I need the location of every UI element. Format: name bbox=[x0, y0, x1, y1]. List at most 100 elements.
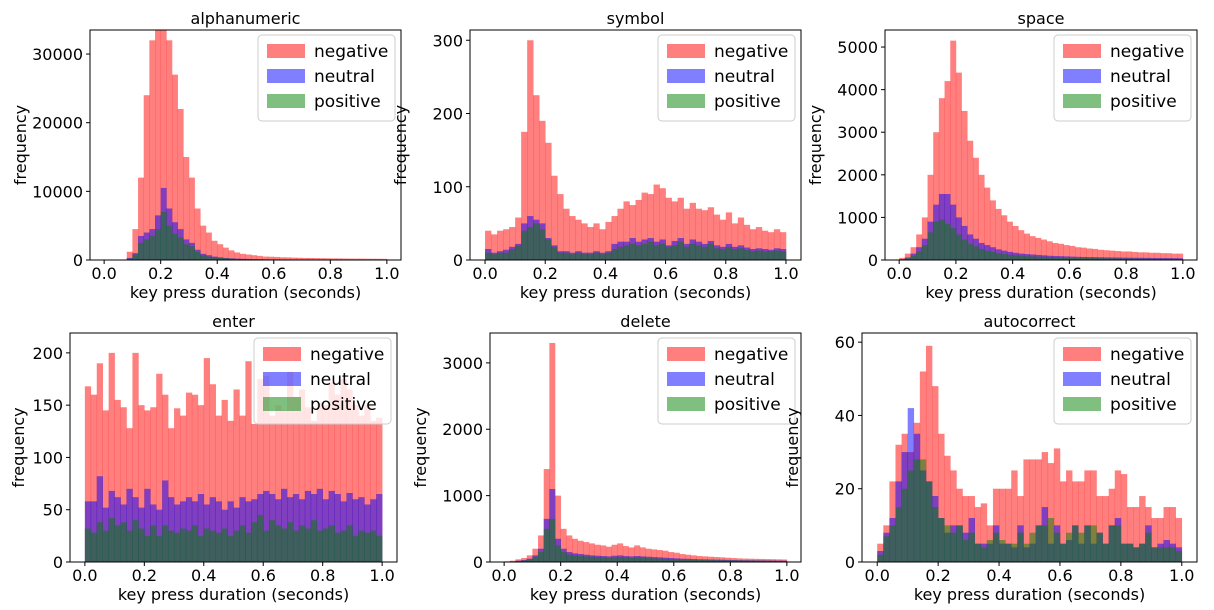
bar-positive bbox=[1157, 547, 1163, 562]
bar-positive bbox=[572, 555, 578, 562]
legend-swatch-positive bbox=[1063, 94, 1101, 108]
bar-positive bbox=[999, 540, 1005, 562]
x-tick-label: 0.2 bbox=[943, 264, 968, 283]
bar-positive bbox=[281, 529, 287, 562]
bar-positive bbox=[1072, 525, 1078, 562]
y-tick-label: 20 bbox=[835, 480, 855, 499]
y-tick-label: 0 bbox=[53, 553, 63, 572]
bar-positive bbox=[780, 251, 786, 260]
bar-positive bbox=[557, 253, 563, 260]
bar-positive bbox=[928, 232, 934, 260]
legend-swatch-positive bbox=[267, 94, 305, 108]
bar-negative bbox=[557, 194, 563, 260]
x-tick-label: 1.0 bbox=[369, 566, 394, 585]
y-tick-label: 2000 bbox=[442, 420, 483, 439]
x-axis-label: key press duration (seconds) bbox=[130, 283, 361, 302]
bar-positive bbox=[138, 529, 144, 562]
x-tick-label: 0.4 bbox=[1000, 264, 1025, 283]
bar-positive bbox=[914, 459, 920, 562]
y-axis-label: frequency bbox=[391, 105, 410, 185]
legend-label-neutral: neutral bbox=[314, 67, 375, 87]
legend-swatch-negative bbox=[1063, 44, 1101, 58]
bar-positive bbox=[545, 239, 551, 260]
bar-positive bbox=[97, 522, 103, 562]
bar-positive bbox=[174, 533, 180, 562]
bar-positive bbox=[702, 247, 708, 260]
subplot-title: autocorrect bbox=[983, 312, 1075, 331]
x-axis-label: key press duration (seconds) bbox=[530, 585, 761, 604]
bar-positive bbox=[738, 248, 744, 260]
legend-swatch-negative bbox=[667, 44, 705, 58]
bar-positive bbox=[335, 533, 341, 562]
legend-label-neutral: neutral bbox=[310, 370, 371, 390]
x-tick-label: 0.0 bbox=[72, 566, 97, 585]
bar-positive bbox=[1133, 547, 1139, 562]
bar-positive bbox=[85, 529, 91, 562]
x-axis-label: key press duration (seconds) bbox=[925, 283, 1156, 302]
bar-positive bbox=[654, 245, 660, 260]
y-tick-label: 20000 bbox=[32, 114, 83, 133]
bar-positive bbox=[1151, 547, 1157, 562]
legend-label-negative: negative bbox=[314, 42, 388, 62]
legend-label-positive: positive bbox=[1110, 395, 1177, 415]
x-tick-label: 0.2 bbox=[925, 566, 950, 585]
bar-positive bbox=[877, 555, 883, 562]
y-tick-label: 3000 bbox=[837, 123, 878, 142]
y-tick-label: 0 bbox=[453, 251, 463, 270]
y-tick-label: 4000 bbox=[837, 81, 878, 100]
bar-positive bbox=[1011, 544, 1017, 562]
bar-positive bbox=[578, 556, 584, 562]
subplot-title: symbol bbox=[607, 9, 665, 28]
legend-label-neutral: neutral bbox=[714, 67, 775, 87]
bar-positive bbox=[515, 245, 521, 260]
bar-positive bbox=[317, 531, 323, 562]
bar-positive bbox=[969, 533, 975, 562]
y-tick-label: 10000 bbox=[32, 182, 83, 201]
bar-positive bbox=[696, 245, 702, 260]
legend-swatch-neutral bbox=[263, 372, 301, 386]
bar-positive bbox=[956, 525, 962, 562]
y-tick-label: 30000 bbox=[32, 45, 83, 64]
bar-positive bbox=[595, 557, 601, 562]
bar-positive bbox=[939, 220, 945, 260]
bar-positive bbox=[611, 249, 617, 260]
x-tick-label: 0.0 bbox=[91, 264, 116, 283]
y-tick-label: 0 bbox=[73, 251, 83, 270]
x-axis-label: key press duration (seconds) bbox=[520, 283, 751, 302]
bar-positive bbox=[204, 529, 210, 562]
legend-label-positive: positive bbox=[310, 395, 377, 415]
bar-positive bbox=[561, 552, 567, 562]
bar-positive bbox=[623, 245, 629, 260]
y-tick-label: 100 bbox=[32, 448, 63, 467]
bar-positive bbox=[617, 557, 623, 562]
bar-positive bbox=[768, 251, 774, 260]
bar-positive bbox=[376, 536, 382, 562]
bar-positive bbox=[166, 226, 172, 260]
x-tick-label: 0.4 bbox=[605, 566, 630, 585]
bar-positive bbox=[1115, 525, 1121, 562]
legend-swatch-negative bbox=[267, 44, 305, 58]
bar-positive bbox=[527, 227, 533, 260]
x-tick-label: 0.8 bbox=[1113, 264, 1138, 283]
bar-positive bbox=[251, 522, 257, 562]
bar-positive bbox=[563, 253, 569, 260]
legend-label-positive: positive bbox=[714, 395, 781, 415]
bar-positive bbox=[549, 519, 555, 562]
x-tick-label: 0.2 bbox=[548, 566, 573, 585]
x-tick-label: 0.2 bbox=[533, 264, 558, 283]
x-tick-label: 1.0 bbox=[1170, 264, 1195, 283]
bar-positive bbox=[509, 249, 515, 260]
bar-positive bbox=[950, 228, 956, 260]
bar-negative bbox=[149, 40, 155, 260]
y-tick-label: 300 bbox=[432, 31, 463, 50]
bar-positive bbox=[623, 557, 629, 562]
bar-positive bbox=[195, 252, 201, 260]
bar-positive bbox=[950, 533, 956, 562]
bar-positive bbox=[1066, 533, 1072, 562]
bar-positive bbox=[1001, 254, 1007, 260]
bar-positive bbox=[651, 558, 657, 562]
